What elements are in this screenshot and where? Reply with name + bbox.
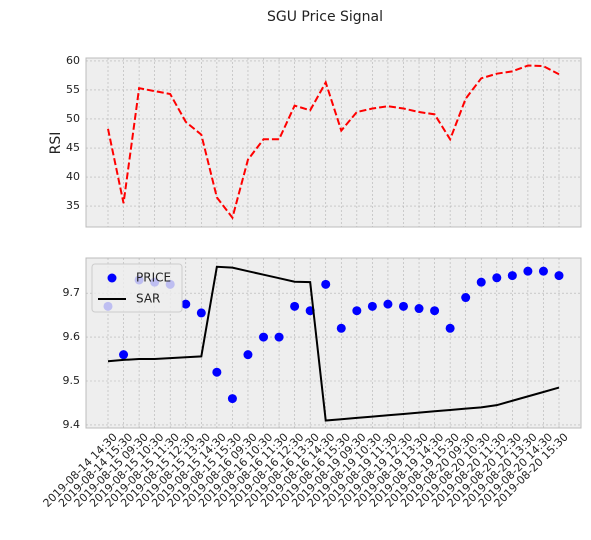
point xyxy=(461,293,471,303)
point xyxy=(492,273,502,283)
point xyxy=(274,332,284,342)
y-tick-label: 35 xyxy=(66,199,80,212)
point xyxy=(398,301,408,311)
point xyxy=(212,367,222,377)
point xyxy=(430,306,440,316)
y-tick-label: 55 xyxy=(66,83,80,96)
point xyxy=(523,266,533,276)
point xyxy=(259,332,269,342)
legend-marker xyxy=(107,273,117,283)
plot-area xyxy=(85,57,582,228)
point xyxy=(119,350,129,360)
y-tick-label: 45 xyxy=(66,141,80,154)
line xyxy=(107,64,560,220)
y-axis-label: RSI xyxy=(48,132,64,155)
y-tick-label: 9.5 xyxy=(63,374,81,387)
chart-title: SGU Price Signal xyxy=(267,9,383,25)
point xyxy=(554,271,564,281)
point xyxy=(227,394,237,404)
point xyxy=(196,308,206,318)
point xyxy=(445,323,455,333)
legend-label: SAR xyxy=(136,292,160,306)
line xyxy=(107,265,560,422)
point xyxy=(352,306,362,316)
y-tick-label: 9.4 xyxy=(63,418,81,431)
y-tick-label: 9.7 xyxy=(63,286,81,299)
point xyxy=(414,304,424,314)
y-tick-label: 50 xyxy=(66,112,80,125)
point xyxy=(290,301,300,311)
y-tick-label: 60 xyxy=(66,54,80,67)
point xyxy=(243,350,253,360)
point xyxy=(367,301,377,311)
legend-label: PRICE xyxy=(136,271,171,285)
point xyxy=(476,277,486,287)
point xyxy=(507,271,517,281)
point xyxy=(321,279,331,289)
point xyxy=(383,299,393,309)
point xyxy=(336,323,346,333)
y-tick-label: 9.6 xyxy=(63,330,81,343)
y-tick-label: 40 xyxy=(66,170,80,183)
point xyxy=(538,266,548,276)
point xyxy=(181,299,191,309)
